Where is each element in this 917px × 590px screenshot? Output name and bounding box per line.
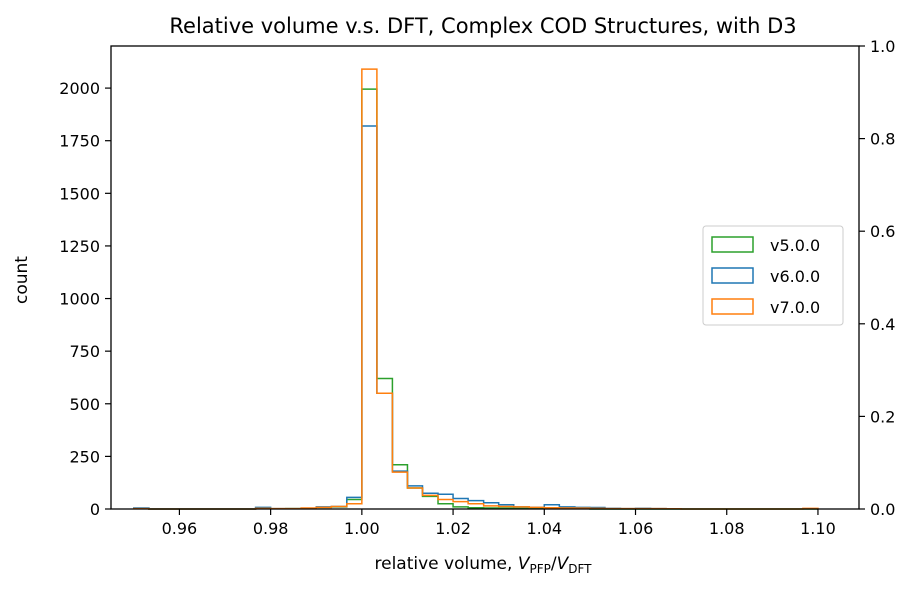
y-tick-label: 1000 xyxy=(59,290,100,309)
x-axis-label-v: V xyxy=(518,554,531,574)
y-tick-label: 2000 xyxy=(59,79,100,98)
y-axis-left: 0 250 500 750 1000 1250 1500 1750 2000 xyxy=(59,79,111,519)
x-tick-label: 1.00 xyxy=(344,519,380,538)
x-tick-label: 1.04 xyxy=(526,519,562,538)
x-axis-label-slash: / xyxy=(551,554,557,574)
y-tick-label: 1500 xyxy=(59,184,100,203)
y-tick-label: 750 xyxy=(69,342,100,361)
y-tick-label: 0 xyxy=(90,500,100,519)
plot-frame xyxy=(110,45,860,510)
x-axis-label-sub1: PFP xyxy=(529,562,550,576)
legend: v5.0.0 v6.0.0 v7.0.0 xyxy=(702,225,844,326)
legend-swatch-v7-0-0 xyxy=(711,298,754,315)
x-tick-label: 1.10 xyxy=(800,519,836,538)
legend-label-v5-0-0: v5.0.0 xyxy=(770,236,820,255)
legend-swatch-v5-0-0 xyxy=(711,236,754,253)
x-tick-label: 1.02 xyxy=(435,519,471,538)
x-axis-label-main: relative volume, xyxy=(375,554,518,574)
x-tick-label: 1.08 xyxy=(709,519,745,538)
x-tick-label: 0.96 xyxy=(162,519,198,538)
y2-tick-label: 1.0 xyxy=(870,37,895,56)
x-axis: 0.96 0.98 1.00 1.02 1.04 1.06 1.08 1.10 xyxy=(162,509,836,538)
x-tick-label: 1.06 xyxy=(618,519,654,538)
y-tick-label: 1750 xyxy=(59,132,100,151)
y-axis-label: count xyxy=(12,256,32,304)
y-tick-label: 250 xyxy=(69,447,100,466)
x-tick-label: 0.98 xyxy=(253,519,289,538)
x-axis-label: relative volume, VPFP/VDFT xyxy=(375,554,593,576)
legend-swatch-v6-0-0 xyxy=(711,267,754,284)
y2-tick-label: 0.8 xyxy=(870,130,895,149)
y2-tick-label: 0.4 xyxy=(870,315,895,334)
y2-tick-label: 0.0 xyxy=(870,500,895,519)
y2-tick-label: 0.6 xyxy=(870,222,895,241)
x-axis-label-v2: V xyxy=(557,554,570,574)
y-tick-label: 500 xyxy=(69,395,100,414)
legend-label-v7-0-0: v7.0.0 xyxy=(770,298,820,317)
legend-label-v6-0-0: v6.0.0 xyxy=(770,267,820,286)
chart-title: Relative volume v.s. DFT, Complex COD St… xyxy=(169,14,796,38)
y2-tick-label: 0.2 xyxy=(870,407,895,426)
legend-frame xyxy=(702,225,844,326)
y-tick-label: 1250 xyxy=(59,237,100,256)
y-axis-right: 0.0 0.2 0.4 0.6 0.8 1.0 xyxy=(859,37,895,519)
series-v6-0-0-step xyxy=(133,125,682,510)
x-axis-label-sub2: DFT xyxy=(568,562,592,576)
